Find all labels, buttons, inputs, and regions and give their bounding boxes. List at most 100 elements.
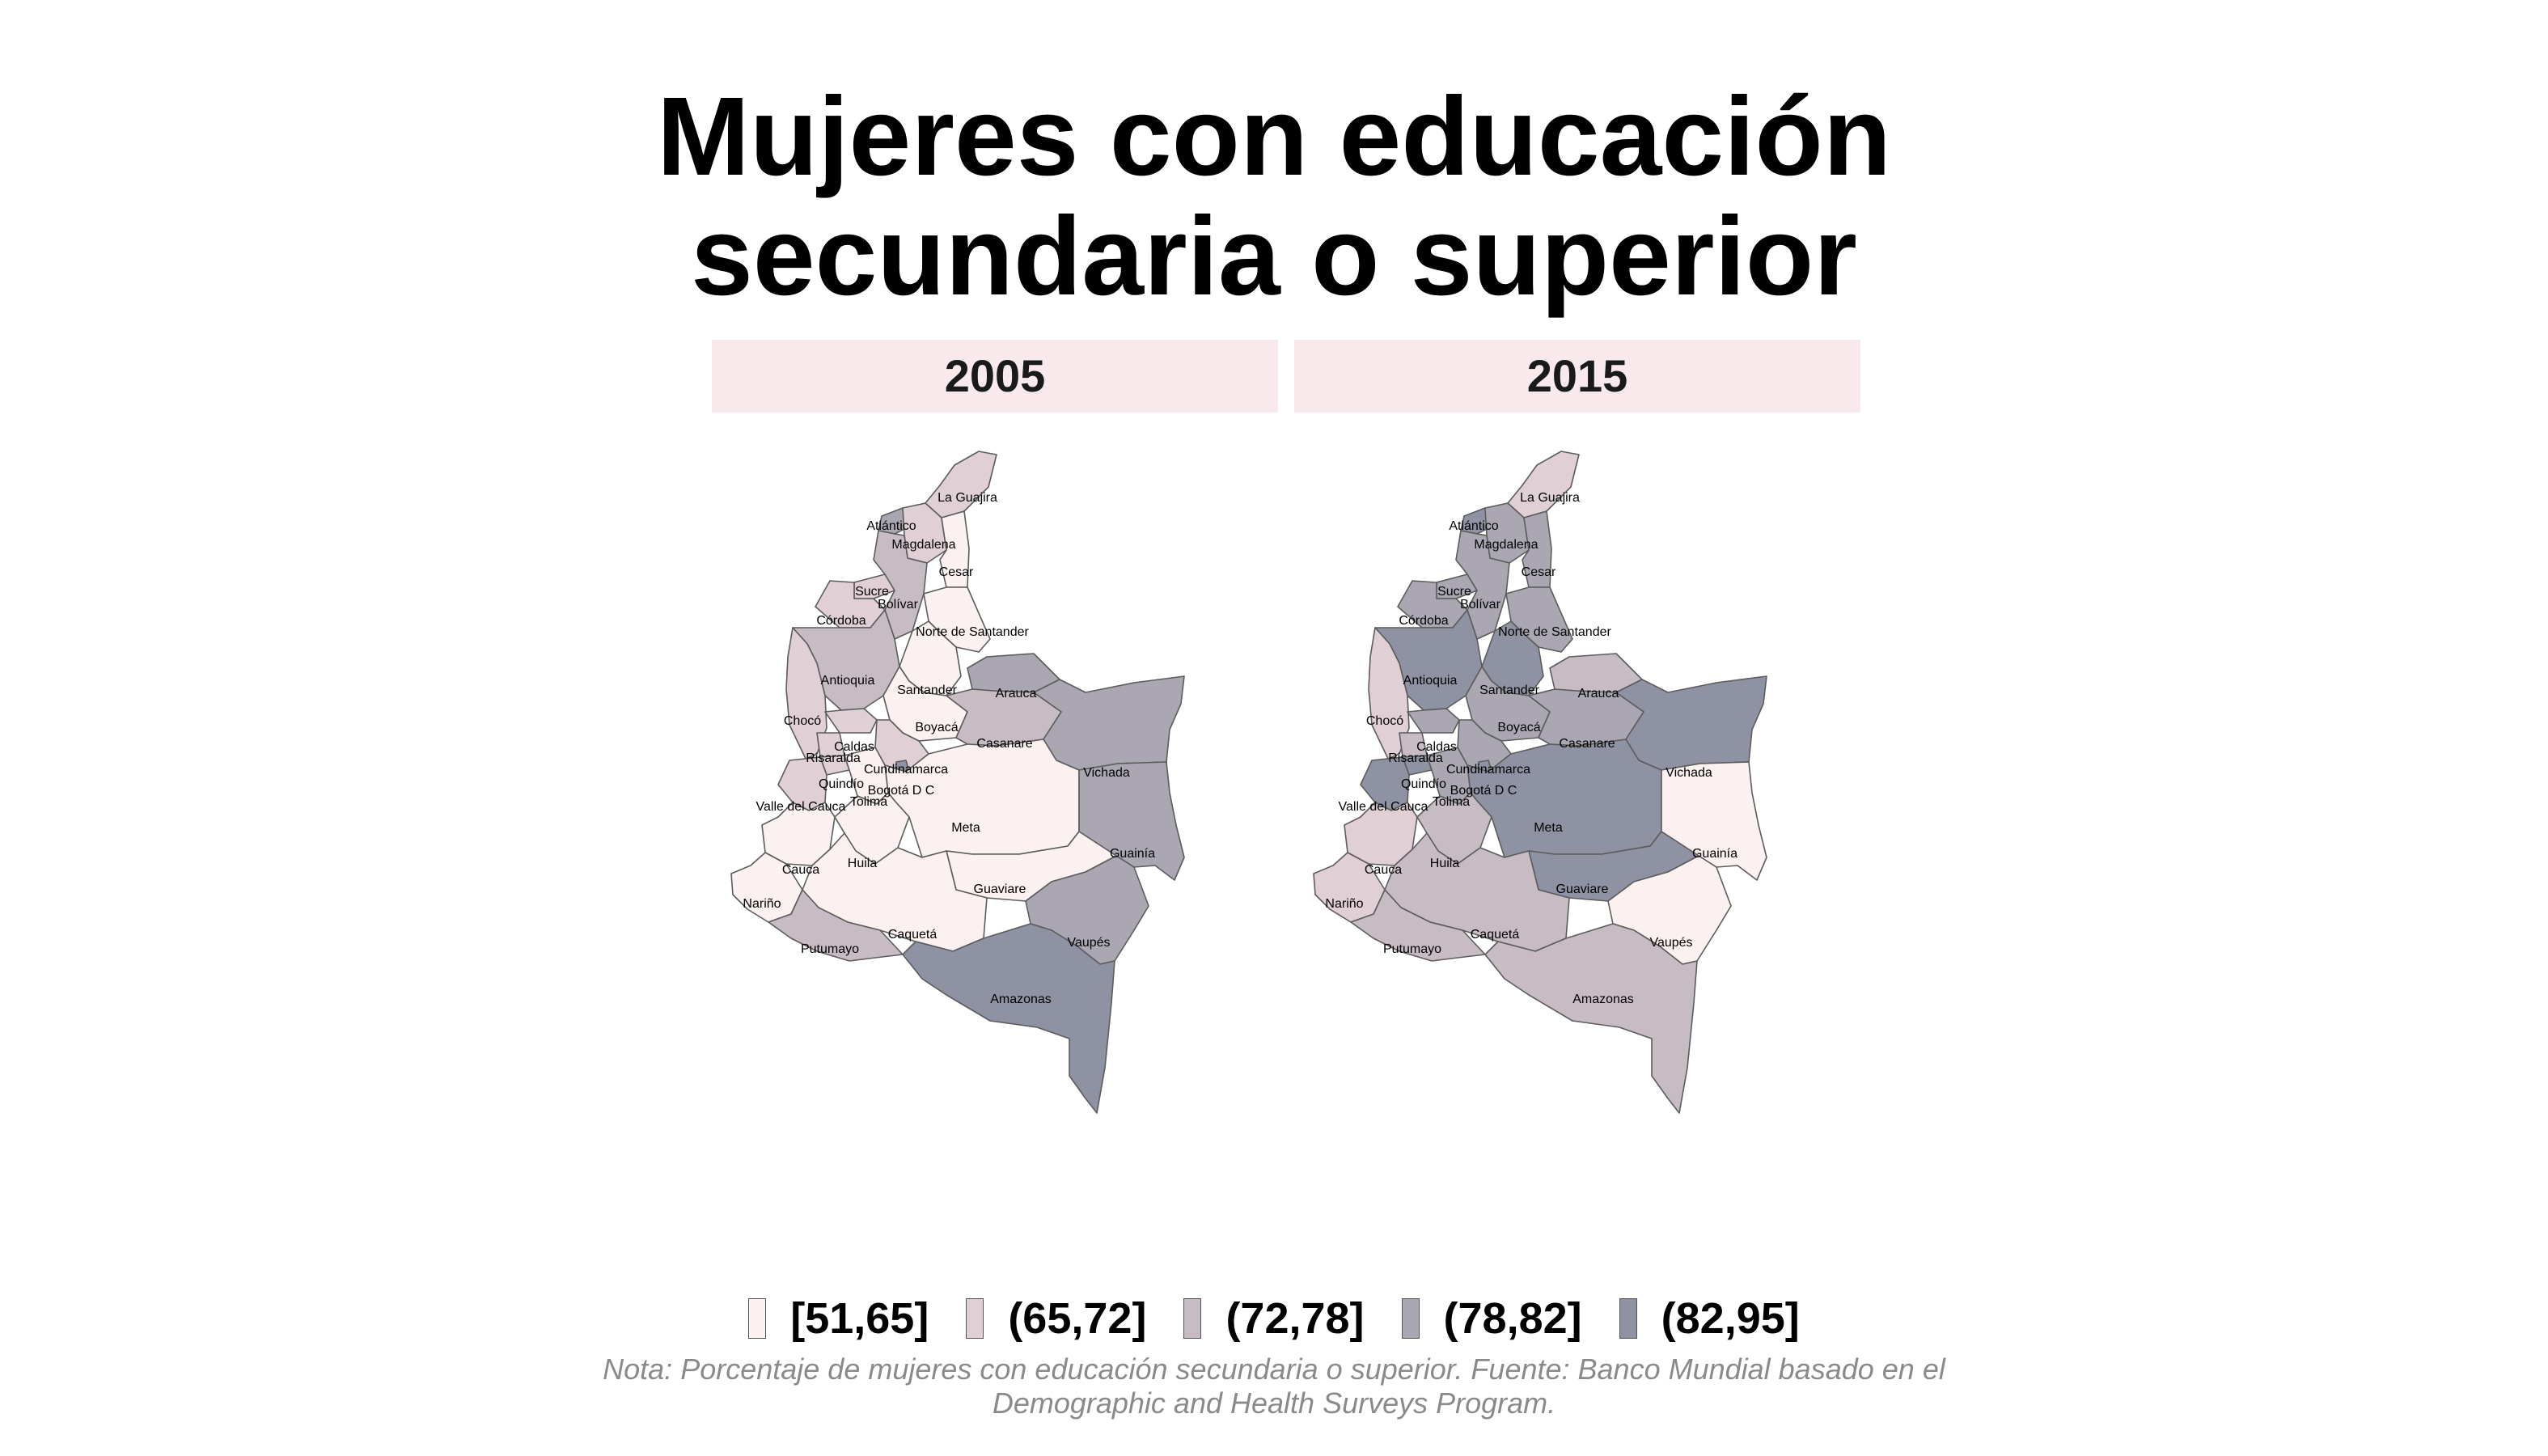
caption-note: Nota: Porcentaje de mujeres con educació… bbox=[0, 1352, 2548, 1420]
region-label: Sucre bbox=[1437, 585, 1471, 599]
figure-title: Mujeres con educación secundaria o super… bbox=[0, 77, 2548, 316]
legend: [51,65] (65,72] (72,78] (78,82] (82,95] bbox=[0, 1286, 2548, 1351]
region-label: Caquetá bbox=[1471, 928, 1520, 942]
legend-swatch bbox=[1401, 1298, 1420, 1339]
region-label: Vichada bbox=[1666, 766, 1712, 780]
region-label: Tolima bbox=[850, 795, 887, 809]
region-atlántico bbox=[878, 507, 908, 535]
region-label: Quindío bbox=[819, 777, 864, 791]
region-label: Cauca bbox=[1365, 863, 1402, 877]
region-label: Vaupés bbox=[1649, 936, 1692, 950]
region-label: Tolima bbox=[1433, 795, 1470, 809]
region-label: Cundinamarca bbox=[864, 763, 948, 777]
region-label: Cauca bbox=[782, 863, 819, 877]
region-label: Huila bbox=[1430, 857, 1460, 870]
legend-item: (78,82] bbox=[1401, 1293, 1582, 1344]
legend-item: (72,78] bbox=[1183, 1293, 1365, 1344]
region-putumayo bbox=[768, 889, 904, 962]
region-label: Guainía bbox=[1692, 847, 1737, 861]
region-label: Caldas bbox=[1416, 740, 1457, 754]
region-label: Cundinamarca bbox=[1446, 763, 1530, 777]
region-label: Cesar bbox=[1522, 565, 1556, 579]
region-label: Bogotá D C bbox=[868, 784, 935, 798]
region-atlántico bbox=[1460, 507, 1491, 535]
legend-item: (65,72] bbox=[966, 1293, 1146, 1344]
legend-label: (82,95] bbox=[1661, 1294, 1800, 1343]
region-label: Chocó bbox=[1366, 714, 1403, 728]
region-label: Boyacá bbox=[1497, 721, 1540, 734]
region-label: La Guajira bbox=[938, 491, 997, 505]
region-label: Amazonas bbox=[990, 993, 1052, 1006]
region-caldas bbox=[824, 708, 878, 734]
region-label: Putumayo bbox=[801, 942, 859, 956]
region-label: Sucre bbox=[855, 585, 889, 599]
region-label: Quindío bbox=[1401, 777, 1446, 791]
region-label: Valle del Cauca bbox=[1339, 800, 1428, 814]
region-la-guajira bbox=[1507, 451, 1580, 518]
region-label: Norte de Santander bbox=[916, 625, 1029, 639]
map-panel-2015: La Guajira Atlántico Magdalena Cesar Sucre Bo… bbox=[1313, 451, 1767, 1114]
region-la-guajira bbox=[925, 451, 997, 518]
region-label: Guaviare bbox=[974, 882, 1026, 896]
region-label: La Guajira bbox=[1520, 491, 1580, 505]
region-label: Huila bbox=[848, 857, 878, 870]
region-label: Norte de Santander bbox=[1498, 625, 1611, 639]
panel-strip-2015: 2015 bbox=[1294, 340, 1860, 413]
region-label: Boyacá bbox=[915, 721, 958, 734]
region-label: Arauca bbox=[1578, 687, 1619, 700]
region-chocó bbox=[785, 627, 827, 760]
region-label: Córdoba bbox=[816, 614, 866, 628]
caption-line-2: Demographic and Health Surveys Program. bbox=[992, 1386, 1556, 1420]
region-label: Chocó bbox=[784, 714, 821, 728]
region-caldas bbox=[1407, 708, 1460, 734]
region-label: Antioquia bbox=[1403, 674, 1458, 688]
legend-label: (78,82] bbox=[1443, 1294, 1582, 1343]
region-vichada bbox=[1033, 675, 1185, 771]
region-label: Vichada bbox=[1083, 766, 1130, 780]
region-label: Valle del Cauca bbox=[756, 800, 846, 814]
region-label: Risaralda bbox=[1388, 751, 1443, 765]
region-label: Antioquia bbox=[821, 674, 875, 688]
region-amazonas bbox=[1484, 923, 1698, 1114]
region-label: Atlántico bbox=[866, 519, 916, 533]
region-label: Santander bbox=[1479, 684, 1540, 697]
title-line-1: Mujeres con educación bbox=[656, 74, 1892, 199]
legend-label: (72,78] bbox=[1225, 1294, 1365, 1343]
region-vichada bbox=[1615, 675, 1767, 771]
region-label: Magdalena bbox=[1474, 538, 1538, 552]
region-label: Guainía bbox=[1110, 847, 1155, 861]
legend-item: [51,65] bbox=[748, 1293, 929, 1344]
map-panel-2005: La GuajiraAtlánticoMagdalenaCesarSucreBo… bbox=[730, 451, 1185, 1114]
region-label: Magdalena bbox=[891, 538, 955, 552]
region-label: Caldas bbox=[834, 740, 874, 754]
legend-swatch bbox=[748, 1298, 767, 1339]
title-line-2: secundaria o superior bbox=[691, 194, 1857, 319]
region-label: Meta bbox=[951, 821, 980, 835]
legend-label: (65,72] bbox=[1008, 1294, 1147, 1343]
region-label: Bolívar bbox=[878, 598, 918, 612]
region-label: Caquetá bbox=[888, 928, 938, 942]
region-chocó bbox=[1368, 627, 1410, 760]
region-putumayo bbox=[1350, 889, 1486, 962]
region-label: Amazonas bbox=[1572, 993, 1634, 1006]
region-label: Santander bbox=[897, 684, 958, 697]
region-label: Risaralda bbox=[806, 751, 861, 765]
region-label: Meta bbox=[1534, 821, 1563, 835]
region-label: Casanare bbox=[976, 737, 1032, 751]
region-label: Arauca bbox=[996, 687, 1037, 700]
region-label: Cesar bbox=[939, 565, 974, 579]
panel-strip-2005: 2005 bbox=[712, 340, 1278, 413]
region-label: Córdoba bbox=[1399, 614, 1448, 628]
legend-swatch bbox=[1183, 1298, 1202, 1339]
region-label: Putumayo bbox=[1383, 942, 1441, 956]
region-label: Atlántico bbox=[1449, 519, 1498, 533]
region-label: Guaviare bbox=[1556, 882, 1609, 896]
legend-swatch bbox=[1619, 1298, 1637, 1339]
caption-line-1: Nota: Porcentaje de mujeres con educació… bbox=[603, 1352, 1945, 1386]
legend-label: [51,65] bbox=[790, 1294, 929, 1343]
legend-swatch bbox=[966, 1298, 984, 1339]
region-label: Vaupés bbox=[1067, 936, 1110, 950]
region-label: Casanare bbox=[1559, 737, 1615, 751]
region-label: Nariño bbox=[743, 897, 781, 911]
